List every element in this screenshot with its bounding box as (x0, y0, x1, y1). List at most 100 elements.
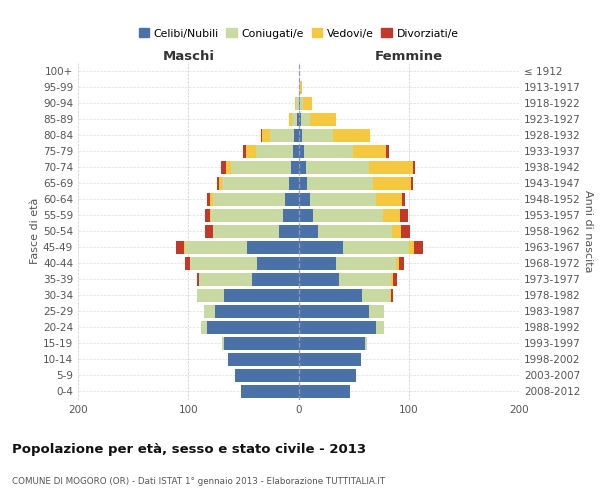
Bar (302, 129, 332, 141)
Bar (362, 289, 390, 302)
Bar (289, 177, 299, 190)
Bar (223, 337, 224, 349)
Bar (295, 97, 296, 110)
Bar (394, 273, 397, 285)
Bar (197, 273, 199, 285)
Legend: Celibi/Nubili, Coniugati/e, Vedovi/e, Divorziati/e: Celibi/Nubili, Coniugati/e, Vedovi/e, Di… (134, 24, 463, 43)
Bar (215, 305, 299, 318)
Bar (390, 289, 391, 302)
Bar (400, 209, 407, 222)
Bar (270, 129, 294, 141)
Text: COMUNE DI MOGORO (OR) - Dati ISTAT 1° gennaio 2013 - Elaborazione TUTTITALIA.IT: COMUNE DI MOGORO (OR) - Dati ISTAT 1° ge… (12, 476, 385, 486)
Bar (298, 113, 299, 126)
Bar (176, 241, 184, 254)
Bar (185, 241, 247, 254)
Bar (244, 145, 245, 158)
Bar (376, 193, 402, 205)
Bar (303, 97, 312, 110)
Bar (245, 145, 256, 158)
Bar (185, 257, 190, 270)
Bar (339, 273, 391, 285)
Bar (402, 193, 406, 205)
Bar (391, 289, 394, 302)
Bar (205, 209, 211, 222)
Text: Popolazione per età, sesso e stato civile - 2013: Popolazione per età, sesso e stato civil… (12, 442, 366, 456)
Bar (207, 193, 211, 205)
Y-axis label: Fasce di età: Fasce di età (30, 198, 40, 264)
Bar (202, 321, 207, 334)
Bar (252, 273, 299, 285)
Bar (299, 257, 336, 270)
Bar (343, 241, 409, 254)
Bar (211, 209, 283, 222)
Bar (228, 353, 299, 366)
Bar (411, 177, 413, 190)
Bar (307, 177, 373, 190)
Bar (205, 225, 212, 237)
Bar (401, 225, 410, 237)
Bar (376, 321, 385, 334)
Bar (304, 145, 353, 158)
Bar (291, 161, 299, 173)
Bar (373, 177, 411, 190)
Bar (210, 193, 212, 205)
Text: Maschi: Maschi (162, 50, 214, 64)
Bar (299, 177, 307, 190)
Bar (296, 97, 299, 110)
Bar (261, 129, 262, 141)
Bar (289, 113, 292, 126)
Bar (299, 225, 319, 237)
Bar (223, 177, 289, 190)
Bar (294, 129, 299, 141)
Bar (299, 289, 362, 302)
Bar (391, 273, 394, 285)
Text: Femmine: Femmine (374, 50, 443, 64)
Bar (219, 177, 223, 190)
Bar (241, 385, 299, 398)
Bar (299, 353, 361, 366)
Bar (235, 369, 299, 382)
Bar (212, 193, 285, 205)
Bar (199, 273, 252, 285)
Bar (207, 321, 299, 334)
Bar (310, 113, 336, 126)
Bar (299, 129, 302, 141)
Bar (224, 337, 299, 349)
Bar (203, 305, 215, 318)
Bar (413, 161, 415, 173)
Bar (301, 113, 310, 126)
Bar (319, 225, 392, 237)
Bar (299, 241, 343, 254)
Bar (369, 161, 413, 173)
Bar (184, 241, 185, 254)
Bar (299, 321, 376, 334)
Bar (383, 209, 400, 222)
Bar (313, 209, 383, 222)
Bar (190, 257, 257, 270)
Bar (399, 257, 404, 270)
Bar (392, 225, 401, 237)
Bar (217, 177, 219, 190)
Bar (221, 161, 226, 173)
Bar (336, 257, 395, 270)
Bar (299, 97, 303, 110)
Bar (299, 337, 365, 349)
Bar (409, 241, 414, 254)
Bar (283, 209, 299, 222)
Bar (299, 369, 356, 382)
Bar (231, 161, 291, 173)
Bar (256, 145, 293, 158)
Bar (262, 129, 270, 141)
Bar (299, 81, 302, 94)
Bar (395, 257, 399, 270)
Bar (332, 129, 370, 141)
Bar (257, 257, 299, 270)
Bar (293, 145, 299, 158)
Bar (299, 193, 310, 205)
Bar (278, 225, 299, 237)
Bar (299, 305, 369, 318)
Bar (299, 209, 313, 222)
Bar (292, 113, 298, 126)
Bar (285, 193, 299, 205)
Bar (299, 145, 304, 158)
